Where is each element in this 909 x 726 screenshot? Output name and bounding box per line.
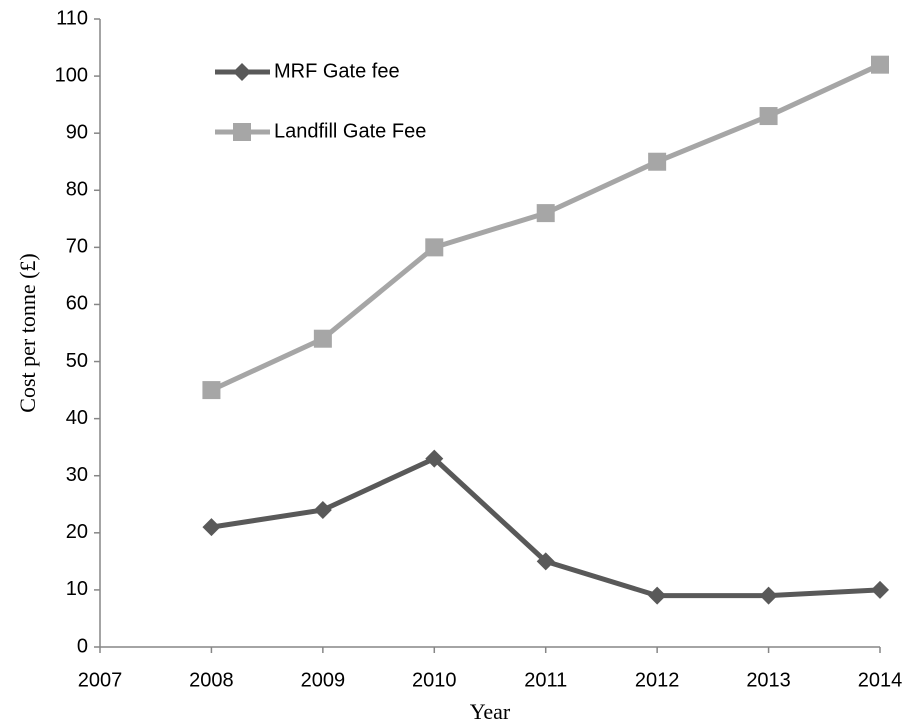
data-point [425,449,444,468]
legend-label: Landfill Gate Fee [274,120,426,142]
data-point [759,586,778,605]
y-axis-label: Cost per tonne (£) [15,253,40,412]
x-tick-label: 2007 [78,669,123,691]
y-tick-label: 50 [66,350,88,372]
y-tick-label: 80 [66,179,88,201]
y-tick-label: 110 [56,7,88,29]
x-tick-label: 2009 [301,669,346,691]
series-line [211,455,881,599]
y-tick-label: 60 [66,293,88,315]
legend-label: MRF Gate fee [274,60,400,82]
legend-marker [233,63,251,81]
y-tick-label: 70 [66,236,88,258]
y-tick-label: 100 [55,64,88,86]
y-tick-label: 20 [66,521,88,543]
data-point [536,204,555,223]
data-point [425,238,444,257]
y-tick-label: 10 [66,578,88,600]
data-point [313,500,332,519]
x-tick-label: 2010 [412,669,457,691]
data-point [313,329,332,348]
y-tick-label: 90 [66,121,88,143]
x-tick-label: 2014 [858,669,903,691]
legend-marker [233,123,251,141]
data-point [648,586,667,605]
y-tick-label: 30 [66,464,88,486]
data-point [202,381,221,400]
data-point [759,107,778,126]
x-tick-label: 2013 [746,669,791,691]
data-point [648,152,667,171]
data-point [536,552,555,571]
y-tick-label: 40 [66,407,88,429]
x-tick-label: 2011 [524,669,567,691]
data-point [202,518,221,537]
x-tick-label: 2008 [189,669,234,691]
x-axis-label: Year [470,699,511,724]
series-line [210,62,882,393]
data-point [871,580,889,599]
x-tick-label: 2012 [635,669,680,691]
y-tick-label: 0 [77,635,88,657]
data-point [871,55,889,74]
